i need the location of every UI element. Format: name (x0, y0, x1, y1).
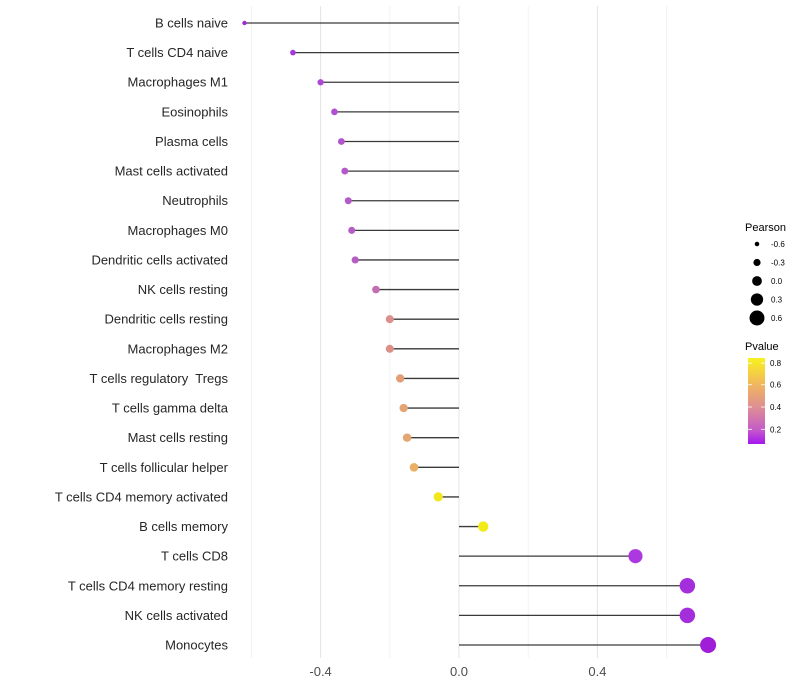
y-axis-label: Eosinophils (162, 104, 229, 119)
y-axis-labels: B cells naive T cells CD4 naive Macrophage… (55, 16, 229, 653)
lollipop-row (344, 197, 459, 205)
color-legend-title: Pvalue (745, 341, 779, 353)
y-axis-label: Macrophages M0 (128, 223, 228, 238)
y-axis-label: Dendritic cells activated (91, 252, 228, 267)
lollipop-dot[interactable] (385, 315, 394, 324)
colorbar-labels: 0.8 0.6 0.4 0.2 (770, 359, 782, 434)
size-legend-label: 0.6 (771, 314, 783, 323)
lollipop-dot[interactable] (344, 197, 352, 205)
lollipop-dot[interactable] (409, 462, 419, 472)
y-axis-label: T cells CD4 memory activated (55, 489, 228, 504)
y-axis-label: T cells gamma delta (112, 401, 229, 416)
lollipop-dot[interactable] (679, 607, 696, 624)
lollipop-row (396, 374, 459, 383)
y-axis-label: T cells CD4 naive (126, 45, 228, 60)
lollipop-dot[interactable] (372, 285, 380, 294)
lollipop-row (372, 285, 459, 294)
lollipop-row (348, 226, 459, 234)
lollipop-row (433, 492, 459, 502)
lollipop-dot[interactable] (385, 344, 394, 353)
lollipop-dot[interactable] (341, 167, 349, 175)
lollipop-dot[interactable] (478, 521, 489, 532)
size-legend-dot (754, 241, 760, 247)
lollipop-row (351, 256, 459, 264)
colorbar-tick-label: 0.8 (770, 359, 782, 368)
y-axis-label: Macrophages M1 (128, 75, 228, 90)
lollipop-row (459, 578, 696, 594)
legend: Pearson -0.6-0.30.00.30.6 Pvalue 0.80.60… (745, 222, 786, 444)
lollipop-row (399, 403, 459, 413)
colorbar-tick-label: 0.4 (770, 403, 782, 412)
major-gridlines (320, 6, 598, 658)
y-axis-label: T cells follicular helper (100, 460, 229, 475)
size-legend-dot (752, 276, 762, 286)
lollipop-dot[interactable] (402, 433, 412, 442)
y-axis-label: NK cells resting (138, 282, 228, 297)
lollipop-row (459, 521, 489, 532)
y-axis-label: T cells regulatory Tregs (90, 371, 229, 386)
lollipop-row (242, 20, 459, 26)
y-axis-label: B cells naive (155, 16, 228, 31)
lollipop-row (331, 108, 459, 116)
y-axis-label: NK cells activated (125, 608, 228, 623)
lollipop-dot[interactable] (433, 492, 443, 502)
x-axis-tick-label: 0.0 (450, 664, 468, 679)
lollipop-row (409, 462, 459, 472)
size-legend-label: 0.0 (771, 277, 783, 286)
lollipop-rows (242, 20, 717, 654)
colorbar-tick-label: 0.6 (770, 381, 782, 390)
lollipop-dot[interactable] (317, 79, 324, 86)
y-axis-label: Monocytes (165, 638, 228, 653)
minor-gridlines (250, 6, 668, 658)
size-legend-label: -0.6 (771, 240, 785, 249)
y-axis-label: T cells CD8 (161, 549, 228, 564)
lollipop-dot[interactable] (351, 256, 359, 264)
x-axis-labels: -0.4 0.0 0.4 (309, 664, 606, 679)
lollipop-dot[interactable] (700, 637, 717, 654)
y-axis-label: Plasma cells (155, 134, 228, 149)
y-axis-label: Mast cells activated (115, 164, 228, 179)
size-legend-title: Pearson (745, 222, 786, 234)
lollipop-row (385, 315, 459, 324)
lollipop-dot[interactable] (242, 20, 247, 26)
lollipop-dot[interactable] (679, 578, 696, 594)
lollipop-row (459, 549, 643, 564)
y-axis-label: T cells CD4 memory resting (68, 578, 228, 593)
lollipop-row (459, 637, 717, 654)
lollipop-dot[interactable] (290, 49, 296, 56)
lollipop-dot[interactable] (337, 138, 345, 145)
lollipop-row (402, 433, 459, 442)
lollipop-row (341, 167, 459, 175)
size-legend-items: -0.6 -0.3 0.0 0.3 0.6 (749, 240, 785, 326)
lollipop-row (317, 79, 459, 86)
lollipop-dot[interactable] (628, 549, 643, 564)
y-axis-label: Neutrophils (162, 193, 228, 208)
lollipop-row (290, 49, 459, 56)
size-legend-dot (750, 293, 764, 306)
x-axis-tick-label: 0.4 (588, 664, 606, 679)
y-axis-label: Macrophages M2 (128, 341, 228, 356)
x-axis-tick-label: -0.4 (309, 664, 331, 679)
lollipop-dot[interactable] (399, 403, 408, 413)
y-axis-label: Mast cells resting (128, 430, 228, 445)
lollipop-dot[interactable] (331, 108, 338, 116)
size-legend-dot (753, 258, 761, 267)
size-legend-label: 0.3 (771, 296, 783, 305)
lollipop-row (385, 344, 459, 353)
lollipop-dot[interactable] (348, 226, 356, 234)
colorbar-tick-label: 0.2 (770, 425, 782, 434)
lollipop-row (337, 138, 459, 145)
size-legend-label: -0.3 (771, 259, 785, 268)
size-legend-dot (749, 310, 765, 326)
lollipop-row (459, 607, 696, 624)
y-axis-label: B cells memory (139, 519, 228, 534)
lollipop-dot[interactable] (396, 374, 405, 383)
y-axis-label: Dendritic cells resting (104, 312, 228, 327)
pvalue-colorbar (748, 358, 765, 444)
colorbar-ticks (748, 362, 765, 430)
